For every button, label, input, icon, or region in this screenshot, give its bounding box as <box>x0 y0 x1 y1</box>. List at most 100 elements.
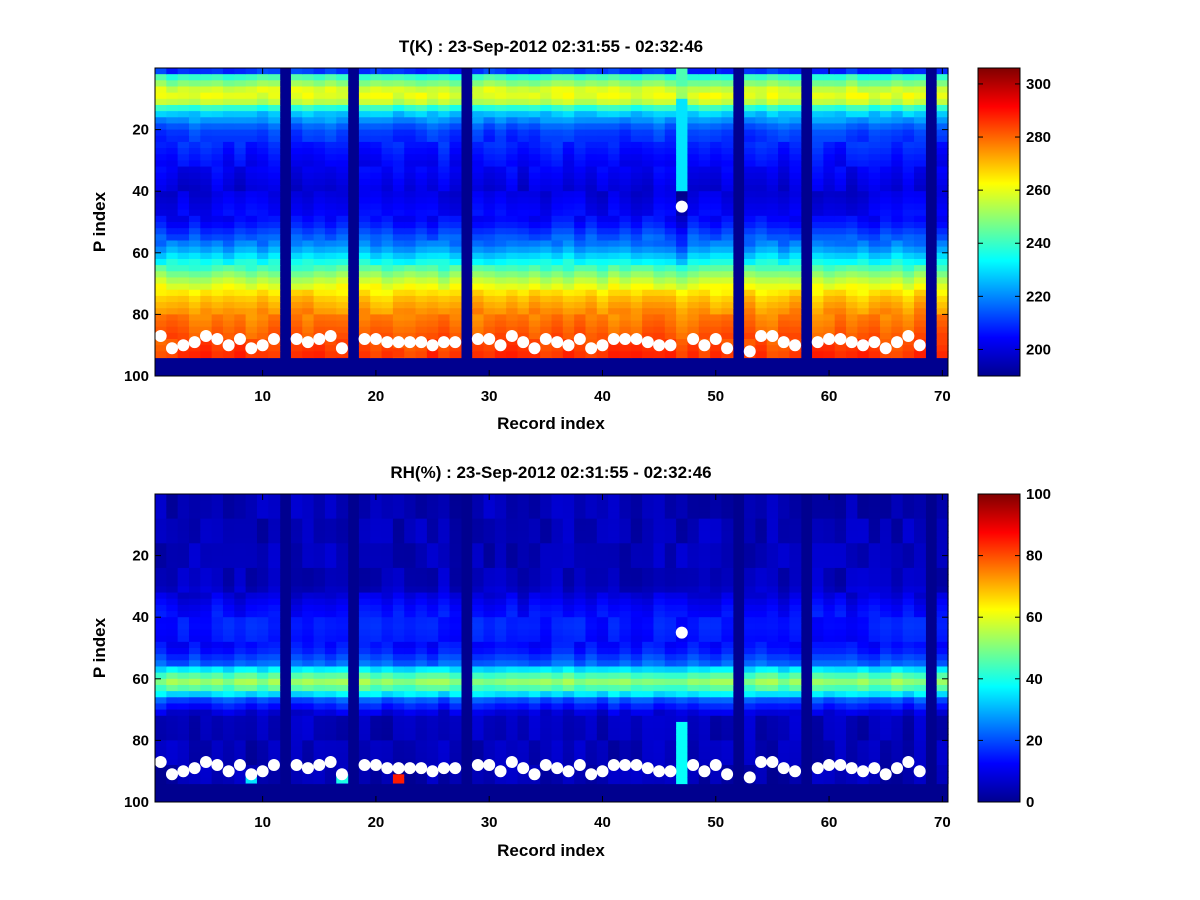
heatmap-cell <box>914 203 926 211</box>
heatmap-cell <box>392 684 405 692</box>
heatmap-cell <box>392 734 405 741</box>
heatmap-cell <box>211 641 224 649</box>
heatmap-cell <box>823 123 836 131</box>
heatmap-cell <box>155 777 167 785</box>
heatmap-cell <box>721 314 734 322</box>
heatmap-cell <box>902 185 915 192</box>
heatmap-cell <box>517 314 530 322</box>
heatmap-cell <box>823 197 836 205</box>
heatmap-cell <box>177 494 190 501</box>
heatmap-cell <box>766 252 779 260</box>
heatmap-cell <box>336 234 349 242</box>
heatmap-cell <box>596 530 609 538</box>
heatmap-cell <box>619 209 632 217</box>
heatmap-cell <box>744 80 757 88</box>
heatmap-cell <box>426 691 439 698</box>
heatmap-cell <box>540 308 553 315</box>
heatmap-cell <box>381 117 394 125</box>
heatmap-cell <box>494 172 507 180</box>
heatmap-cell <box>234 586 247 594</box>
heatmap-cell <box>812 209 824 217</box>
heatmap-cell <box>710 74 723 81</box>
heatmap-cell <box>562 684 575 692</box>
heatmap-cell <box>551 228 564 235</box>
heatmap-cell <box>256 611 269 618</box>
heatmap-cell <box>472 580 485 587</box>
heatmap-cell <box>438 691 451 698</box>
heatmap-cell <box>880 166 892 174</box>
heatmap-column <box>834 68 847 359</box>
heatmap-cell <box>381 629 394 637</box>
heatmap-cell <box>336 228 349 235</box>
heatmap-cell <box>426 567 439 575</box>
heatmap-cell <box>891 148 904 155</box>
heatmap-cell <box>574 215 587 223</box>
heatmap-cell <box>336 629 349 637</box>
heatmap-cell <box>166 228 179 235</box>
heatmap-cell <box>664 302 677 309</box>
heatmap-cell <box>245 500 258 507</box>
heatmap-cell <box>823 160 836 168</box>
heatmap-cell <box>234 117 247 125</box>
heatmap-cell <box>404 494 417 501</box>
heatmap-cell <box>483 537 496 544</box>
heatmap-cell <box>290 80 303 88</box>
heatmap-cell <box>404 691 417 698</box>
heatmap-cell <box>177 598 190 606</box>
heatmap-cell <box>188 111 201 118</box>
heatmap-cell <box>200 160 213 168</box>
heatmap-cell <box>234 512 247 520</box>
heatmap-cell <box>188 598 201 606</box>
heatmap-cell <box>438 209 451 217</box>
heatmap-cell <box>789 314 802 322</box>
heatmap-cell <box>324 641 337 649</box>
heatmap-cell <box>540 86 553 94</box>
heatmap-cell <box>222 92 235 100</box>
heatmap-cell <box>778 86 790 94</box>
heatmap-cell <box>574 611 587 618</box>
heatmap-cell <box>426 295 439 303</box>
heatmap-cell <box>619 197 632 205</box>
heatmap-cell <box>755 258 768 266</box>
heatmap-cell <box>268 518 281 526</box>
heatmap-cell <box>766 111 779 118</box>
heatmap-cell <box>687 277 700 285</box>
heatmap-cell <box>324 148 337 155</box>
heatmap-cell <box>381 734 394 741</box>
heatmap-cell <box>823 191 836 198</box>
heatmap-cell <box>324 111 337 118</box>
heatmap-cell <box>324 740 337 748</box>
heatmap-cell <box>574 752 587 760</box>
heatmap-cell <box>880 351 892 359</box>
heatmap-cell <box>200 172 213 180</box>
heatmap-cell <box>234 351 247 359</box>
heatmap-cell <box>245 277 258 285</box>
heatmap-cell <box>902 172 915 180</box>
heatmap-cell <box>426 234 439 242</box>
heatmap-cell <box>528 530 541 538</box>
heatmap-cell <box>222 678 235 686</box>
heatmap-cell <box>370 543 383 551</box>
heatmap-cell <box>449 326 462 334</box>
heatmap-cell <box>302 148 315 155</box>
heatmap-cell <box>936 314 949 322</box>
heatmap-cell <box>551 678 564 686</box>
heatmap-cell <box>630 135 643 143</box>
heatmap-cell <box>392 326 405 334</box>
heatmap-cell <box>812 68 824 75</box>
heatmap-cell <box>596 611 609 618</box>
heatmap-cell <box>494 277 507 285</box>
heatmap-cell <box>789 98 802 106</box>
heatmap-cell <box>551 302 564 309</box>
heatmap-cell <box>415 160 428 168</box>
heatmap-cell <box>914 148 926 155</box>
heatmap-cell <box>551 721 564 729</box>
heatmap-cell <box>166 178 179 186</box>
heatmap-cell <box>653 271 666 279</box>
heatmap-cell <box>415 302 428 309</box>
heatmap-cell <box>494 604 507 612</box>
heatmap-cell <box>166 246 179 254</box>
heatmap-column <box>823 68 836 359</box>
heatmap-cell <box>336 326 349 334</box>
heatmap-column <box>324 494 337 785</box>
